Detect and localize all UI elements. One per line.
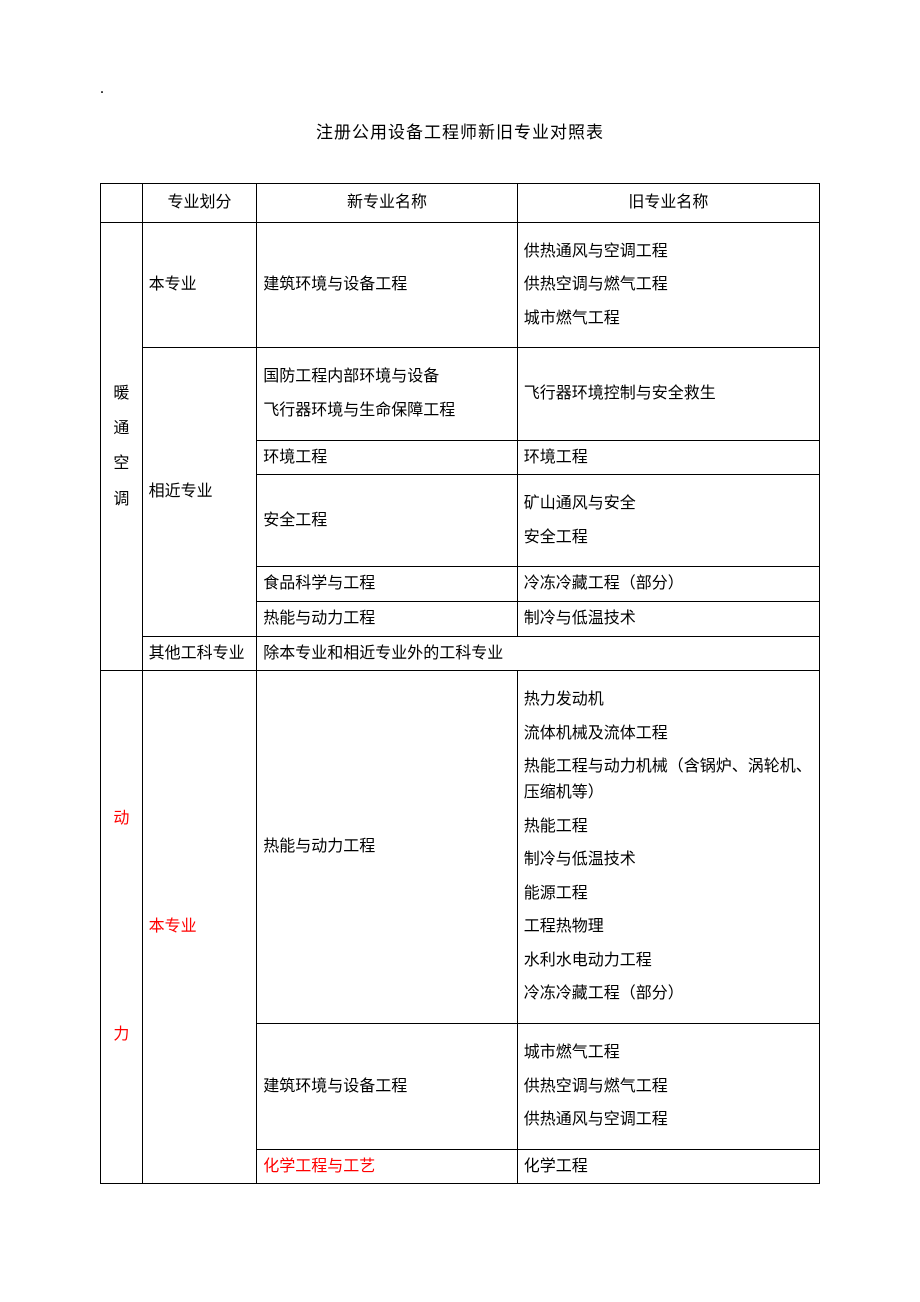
merged-note: 除本专业和相近专业外的工科专业 — [257, 636, 820, 671]
old-major: 流体机械及流体工程 — [524, 721, 813, 747]
old-major-list: 矿山通风与安全 安全工程 — [517, 475, 819, 567]
old-major: 制冷与低温技术 — [517, 601, 819, 636]
group2-label: 动 力 — [101, 671, 143, 1184]
group1-char: 调 — [107, 482, 136, 517]
old-major: 制冷与低温技术 — [524, 847, 813, 873]
comparison-table: 专业划分 新专业名称 旧专业名称 暖 通 空 调 本专业 建筑环境与设备工程 供… — [100, 183, 820, 1184]
new-major: 化学工程与工艺 — [257, 1149, 518, 1184]
new-major: 热能与动力工程 — [257, 671, 518, 1024]
old-major-list: 城市燃气工程 供热空调与燃气工程 供热通风与空调工程 — [517, 1024, 819, 1150]
group1-char: 通 — [107, 411, 136, 446]
old-major: 化学工程 — [517, 1149, 819, 1184]
old-major: 工程热物理 — [524, 914, 813, 940]
new-major: 安全工程 — [257, 475, 518, 567]
cat-label: 其他工科专业 — [142, 636, 257, 671]
header-col3: 新专业名称 — [257, 184, 518, 223]
table-row: 暖 通 空 调 本专业 建筑环境与设备工程 供热通风与空调工程 供热空调与燃气工… — [101, 222, 820, 348]
new-major: 环境工程 — [257, 440, 518, 475]
group2-char: 动 — [107, 771, 136, 867]
old-major: 能源工程 — [524, 881, 813, 907]
old-major: 供热空调与燃气工程 — [524, 272, 813, 298]
group2-char: 力 — [107, 987, 136, 1083]
new-major: 国防工程内部环境与设备 — [263, 364, 511, 390]
old-major: 冷冻冷藏工程（部分） — [517, 567, 819, 602]
table-header-row: 专业划分 新专业名称 旧专业名称 — [101, 184, 820, 223]
old-major: 矿山通风与安全 — [524, 491, 813, 517]
group1-char: 暖 — [107, 376, 136, 411]
page-dot: . — [100, 80, 820, 98]
old-major: 飞行器环境控制与安全救生 — [517, 348, 819, 440]
old-major: 水利水电动力工程 — [524, 948, 813, 974]
old-major: 供热通风与空调工程 — [524, 1107, 813, 1133]
old-major: 热力发动机 — [524, 687, 813, 713]
new-major: 建筑环境与设备工程 — [257, 222, 518, 348]
new-major: 热能与动力工程 — [257, 601, 518, 636]
old-major: 城市燃气工程 — [524, 306, 813, 332]
table-row: 相近专业 国防工程内部环境与设备 飞行器环境与生命保障工程 飞行器环境控制与安全… — [101, 348, 820, 440]
table-row: 动 力 本专业 热能与动力工程 热力发动机 流体机械及流体工程 热能工程与动力机… — [101, 671, 820, 1024]
cat-label: 本专业 — [142, 671, 257, 1184]
page-title: 注册公用设备工程师新旧专业对照表 — [100, 118, 820, 143]
old-major-list: 供热通风与空调工程 供热空调与燃气工程 城市燃气工程 — [517, 222, 819, 348]
table-row: 其他工科专业 除本专业和相近专业外的工科专业 — [101, 636, 820, 671]
header-col4: 旧专业名称 — [517, 184, 819, 223]
new-major: 建筑环境与设备工程 — [257, 1024, 518, 1150]
new-major-list: 国防工程内部环境与设备 飞行器环境与生命保障工程 — [257, 348, 518, 440]
old-major: 环境工程 — [517, 440, 819, 475]
group1-char: 空 — [107, 446, 136, 481]
header-col2: 专业划分 — [142, 184, 257, 223]
old-major: 冷冻冷藏工程（部分） — [524, 981, 813, 1007]
cat-label: 本专业 — [142, 222, 257, 348]
old-major: 热能工程 — [524, 814, 813, 840]
new-major: 食品科学与工程 — [257, 567, 518, 602]
old-major: 安全工程 — [524, 525, 813, 551]
new-major: 飞行器环境与生命保障工程 — [263, 398, 511, 424]
old-major: 供热通风与空调工程 — [524, 239, 813, 265]
old-major: 城市燃气工程 — [524, 1040, 813, 1066]
group1-label: 暖 通 空 调 — [101, 222, 143, 671]
old-major-list: 热力发动机 流体机械及流体工程 热能工程与动力机械（含锅炉、涡轮机、压缩机等） … — [517, 671, 819, 1024]
old-major: 供热空调与燃气工程 — [524, 1074, 813, 1100]
cat-label: 相近专业 — [142, 348, 257, 636]
old-major: 热能工程与动力机械（含锅炉、涡轮机、压缩机等） — [524, 754, 813, 805]
spacer — [107, 867, 136, 987]
header-col1 — [101, 184, 143, 223]
